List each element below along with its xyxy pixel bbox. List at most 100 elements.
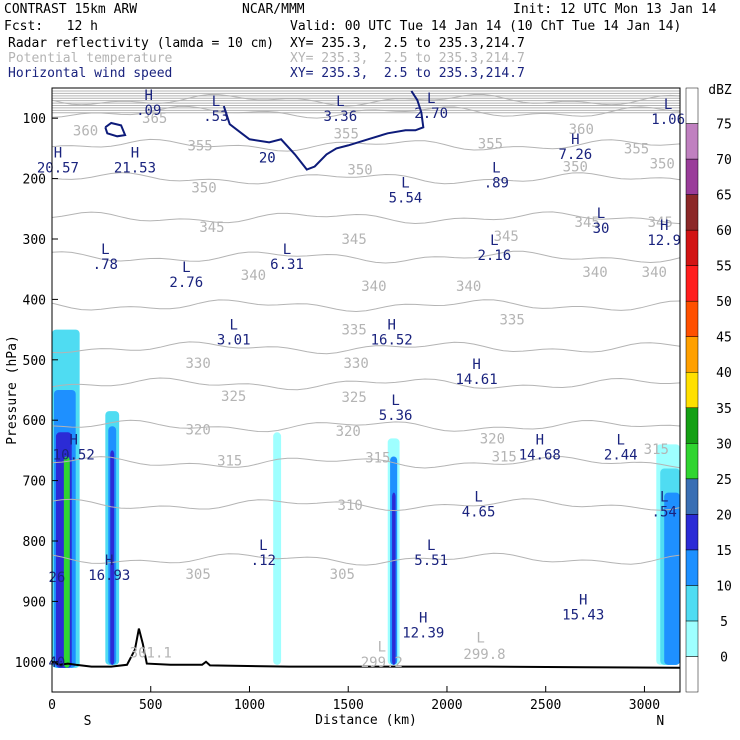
colorbar-swatch [685, 158, 699, 195]
theta-contour-label: 305 [185, 567, 210, 583]
wind-extremum-value: 30 [593, 221, 610, 237]
y-tick-label: 100 [23, 112, 46, 127]
y-tick-label: 900 [23, 595, 46, 610]
theta-contour-label: 345 [494, 229, 519, 245]
y-tick-label: 300 [23, 233, 46, 248]
theta-contour-label: 335 [499, 312, 524, 328]
valid-time: Valid: 00 UTC Tue 14 Jan 14 (10 ChT Tue … [290, 19, 682, 34]
theta-contour-label: 340 [642, 265, 667, 281]
wind-extremum-value: 15.43 [562, 607, 604, 623]
wind-extremum-value: 6.31 [270, 257, 304, 273]
colorbar-swatch [685, 87, 699, 124]
colorbar-swatch [685, 620, 699, 657]
colorbar-tick-label: 70 [716, 153, 732, 168]
colorbar-swatch [685, 265, 699, 302]
wind-extremum-marker: L [490, 233, 498, 249]
theta-contour-label: 320 [185, 422, 210, 438]
partial-label: 26 [49, 570, 66, 586]
wind-extremum-value: 14.61 [456, 372, 498, 388]
theta-contour-label: 301.1 [130, 646, 172, 662]
wind-extremum-value: .12 [251, 553, 276, 569]
terrain-line [52, 628, 680, 669]
x-tick-label: 500 [139, 698, 162, 713]
colorbar-tick-label: 0 [720, 650, 728, 665]
colorbar-swatch [685, 656, 699, 693]
colorbar-swatch [685, 514, 699, 551]
reflectivity-cell [63, 456, 70, 668]
colorbar-swatch [685, 123, 699, 160]
north-end-label: N [656, 714, 664, 729]
colorbar-tick-label: 40 [716, 366, 732, 381]
wind-extremum-value: 2.70 [414, 106, 448, 122]
plot-center: NCAR/MMM [242, 2, 305, 17]
wind-extremum-value: .53 [203, 109, 228, 125]
wind-extremum-value: 20.57 [37, 160, 79, 176]
theta-contour-label: 345 [342, 232, 367, 248]
theta-contour-label: 315 [492, 449, 517, 465]
theta-contour-label: 335 [342, 323, 367, 339]
theta-contour-label: 345 [199, 220, 224, 236]
x-tick-label: 3000 [629, 698, 660, 713]
theta-contour [52, 299, 680, 313]
wind-extremum-marker: H [105, 553, 113, 569]
wind-extremum-value: 16.93 [88, 568, 130, 584]
theta-contour [52, 498, 680, 512]
wind-extremum-value: 21.53 [114, 160, 156, 176]
theta-contour-label: 350 [191, 181, 216, 197]
wind-contour-label: 20 [259, 150, 276, 166]
theta-contour-label: 315 [365, 451, 390, 467]
reflectivity-cell [273, 432, 282, 665]
colorbar-swatch [685, 549, 699, 586]
wind-extremum-value: .78 [93, 257, 118, 273]
south-end-label: S [84, 714, 92, 729]
colorbar-swatch [685, 229, 699, 266]
x-tick-label: 2500 [530, 698, 561, 713]
init-time: Init: 12 UTC Mon 13 Jan 14 [513, 2, 717, 17]
wind-extremum-marker: H [145, 88, 153, 104]
wind-extremum-value: 5.51 [414, 553, 448, 569]
field-name-theta: Potential temperature [8, 51, 173, 66]
theta-contour-label: 299.2 [361, 655, 403, 671]
theta-contour-label: 360 [73, 123, 98, 139]
wind-extremum-marker: L [660, 490, 668, 506]
x-tick-label: 1500 [333, 698, 364, 713]
colorbar-tick-label: 60 [716, 224, 732, 239]
wind-extremum-marker: L [212, 94, 220, 110]
wind-extremum-marker: H [579, 592, 587, 608]
colorbar-tick-label: 15 [716, 544, 732, 559]
theta-contour-label: 325 [221, 389, 246, 405]
theta-contour [52, 377, 680, 391]
x-tick-label: 2000 [431, 698, 462, 713]
theta-contour-label: 360 [569, 122, 594, 138]
wind-extremum-marker: L [427, 538, 435, 554]
colorbar-tick-label: 50 [716, 295, 732, 310]
wind-extremum-marker: L [427, 91, 435, 107]
x-tick-label: 0 [48, 698, 56, 713]
field-name-reflectivity: Radar reflectivity (lamda = 10 cm) [8, 36, 275, 51]
wind-extremum-marker: H [387, 318, 395, 334]
y-tick-label: 200 [23, 173, 46, 188]
reflectivity-cell [392, 492, 396, 665]
theta-contour-label: 365 [142, 111, 167, 127]
colorbar-swatch [685, 300, 699, 337]
theta-contour-label: 345 [575, 215, 600, 231]
colorbar-tick-label: 75 [716, 118, 732, 133]
theta-contour [52, 456, 680, 469]
field-name-wind: Horizontal wind speed [8, 66, 173, 81]
plot-frame [51, 87, 681, 693]
wind-extremum-marker: H [419, 611, 427, 627]
wind-extremum-value: 12.39 [402, 626, 444, 642]
theta-contour-label: 340 [241, 268, 266, 284]
wind-extremum-value: 2.16 [478, 248, 512, 264]
wind-extremum-value: 5.54 [389, 191, 423, 207]
wind-extremum-value: 10.52 [53, 447, 95, 463]
colorbar-tick-label: 65 [716, 189, 732, 204]
theta-contour-label: 310 [338, 498, 363, 514]
wind-extremum-marker: L [259, 538, 267, 554]
theta-contour-label: 355 [478, 137, 503, 153]
theta-contour-label: 320 [480, 431, 505, 447]
colorbar-tick-label: 45 [716, 331, 732, 346]
colorbar-unit: dBZ [708, 83, 732, 98]
theta-contour-label: 325 [342, 390, 367, 406]
wind-extremum-marker: H [571, 132, 579, 148]
